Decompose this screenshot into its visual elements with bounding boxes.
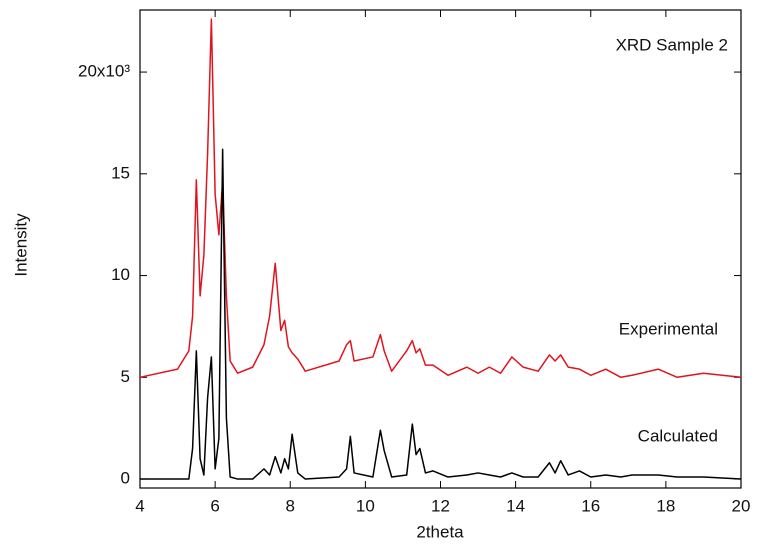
x-tick-label: 6 [210,496,219,515]
x-tick-label: 12 [431,496,450,515]
y-tick-label: 0 [121,469,130,488]
x-axis-label: 2theta [416,522,464,541]
y-tick-label: 5 [121,367,130,386]
x-tick-label: 18 [656,496,675,515]
x-tick-label: 14 [506,496,525,515]
x-tick-label: 20 [732,496,751,515]
data-line [140,148,742,480]
x-tick-label: 4 [135,496,144,515]
series-label: Calculated [638,426,718,445]
x-tick-label: 10 [356,496,375,515]
y-tick-label: 20x10³ [78,62,130,81]
y-tick-label: 10 [111,265,130,284]
plot-frame [139,9,742,489]
chart-title: XRD Sample 2 [616,35,728,54]
y-tick-label: 15 [111,163,130,182]
data-line [139,18,742,379]
x-tick-label: 8 [286,496,295,515]
series-label: Experimental [619,319,718,338]
x-tick-label: 16 [581,496,600,515]
y-axis-label: Intensity [11,213,30,277]
